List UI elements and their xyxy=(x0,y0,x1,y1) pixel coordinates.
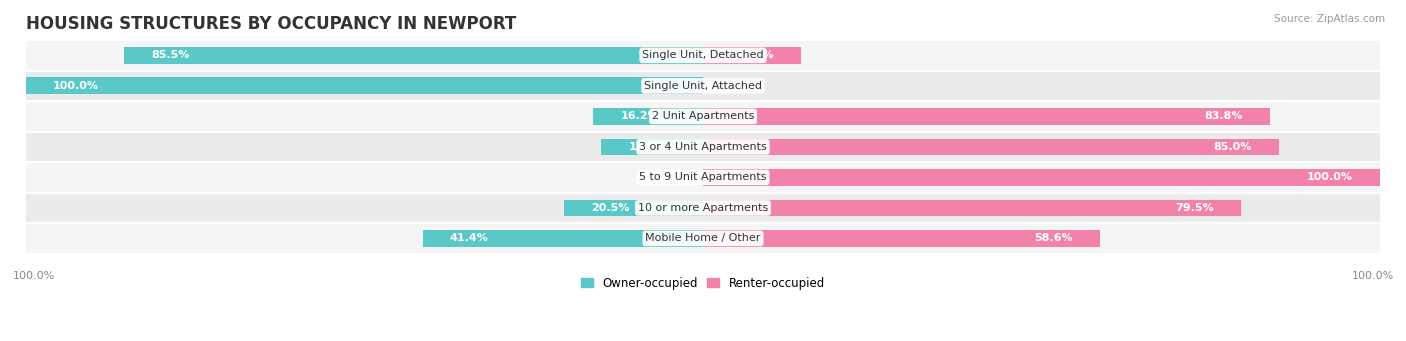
Legend: Owner-occupied, Renter-occupied: Owner-occupied, Renter-occupied xyxy=(576,272,830,295)
Bar xyxy=(25,101,1381,132)
Text: 20.5%: 20.5% xyxy=(592,203,630,213)
Text: 100.0%: 100.0% xyxy=(13,271,55,281)
Bar xyxy=(25,71,1381,101)
Text: 3 or 4 Unit Apartments: 3 or 4 Unit Apartments xyxy=(640,142,766,152)
Bar xyxy=(703,169,1381,186)
Text: 79.5%: 79.5% xyxy=(1175,203,1215,213)
Text: 41.4%: 41.4% xyxy=(450,234,489,243)
Text: 14.5%: 14.5% xyxy=(735,50,775,60)
Text: Source: ZipAtlas.com: Source: ZipAtlas.com xyxy=(1274,14,1385,24)
Bar xyxy=(25,77,703,94)
Bar xyxy=(703,230,1099,247)
Text: 85.5%: 85.5% xyxy=(152,50,190,60)
Text: 58.6%: 58.6% xyxy=(1033,234,1073,243)
Bar xyxy=(25,132,1381,162)
Bar xyxy=(703,199,1241,216)
Text: 100.0%: 100.0% xyxy=(1351,271,1393,281)
Text: 0.0%: 0.0% xyxy=(661,173,689,182)
Text: 16.2%: 16.2% xyxy=(620,112,659,121)
Text: Single Unit, Attached: Single Unit, Attached xyxy=(644,81,762,91)
Bar xyxy=(703,47,801,64)
Bar xyxy=(564,199,703,216)
Text: Single Unit, Detached: Single Unit, Detached xyxy=(643,50,763,60)
Bar xyxy=(25,223,1381,254)
Bar xyxy=(703,138,1278,155)
Bar xyxy=(593,108,703,125)
Text: 85.0%: 85.0% xyxy=(1213,142,1251,152)
Bar xyxy=(602,138,703,155)
Text: 10 or more Apartments: 10 or more Apartments xyxy=(638,203,768,213)
Text: 100.0%: 100.0% xyxy=(53,81,98,91)
Text: 2 Unit Apartments: 2 Unit Apartments xyxy=(652,112,754,121)
Bar xyxy=(25,40,1381,71)
Text: 83.8%: 83.8% xyxy=(1205,112,1243,121)
Text: 0.0%: 0.0% xyxy=(717,81,745,91)
Text: Mobile Home / Other: Mobile Home / Other xyxy=(645,234,761,243)
Bar xyxy=(423,230,703,247)
Bar xyxy=(25,162,1381,193)
Bar xyxy=(124,47,703,64)
Text: 15.0%: 15.0% xyxy=(628,142,666,152)
Text: HOUSING STRUCTURES BY OCCUPANCY IN NEWPORT: HOUSING STRUCTURES BY OCCUPANCY IN NEWPO… xyxy=(25,15,516,33)
Text: 5 to 9 Unit Apartments: 5 to 9 Unit Apartments xyxy=(640,173,766,182)
Bar xyxy=(703,108,1271,125)
Text: 100.0%: 100.0% xyxy=(1308,173,1353,182)
Bar xyxy=(25,193,1381,223)
